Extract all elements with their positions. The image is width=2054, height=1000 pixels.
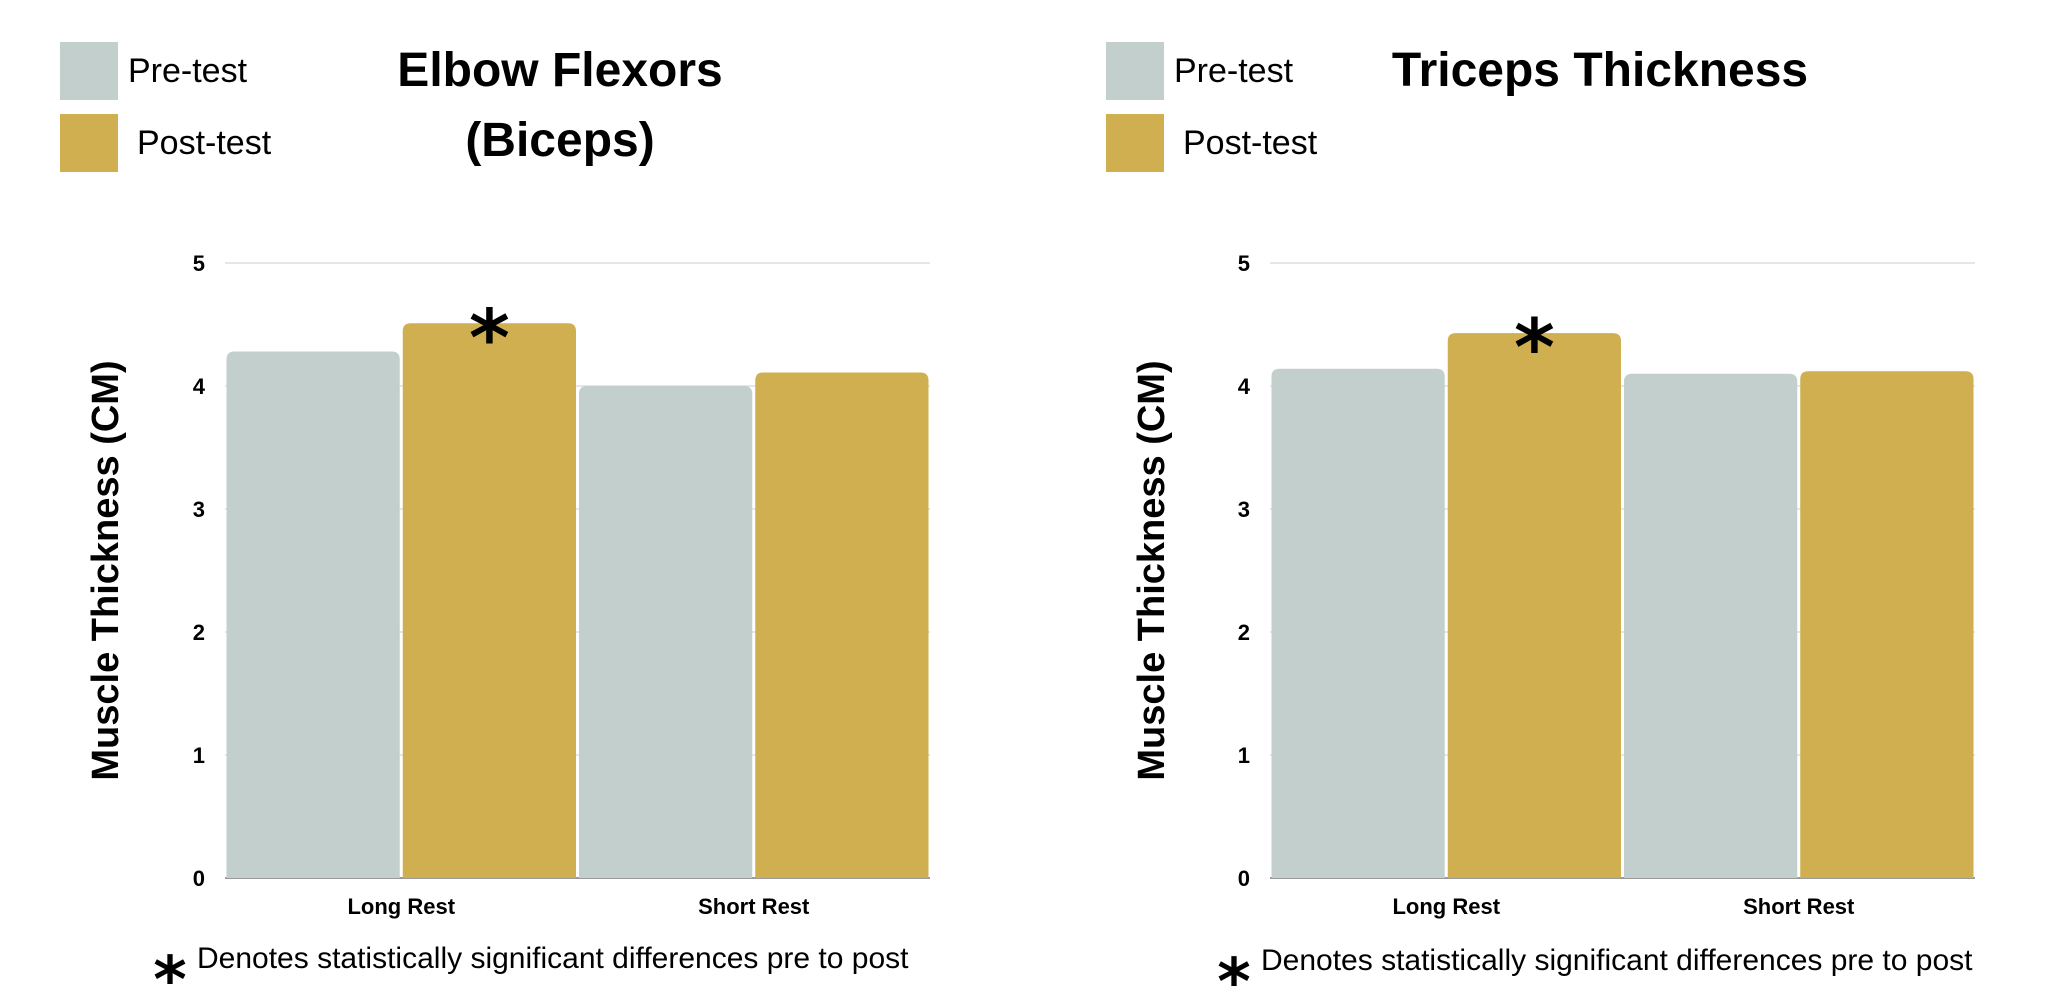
y-tick-label: 1 [193, 743, 205, 768]
bar-short-rest-pre-test [1624, 373, 1798, 878]
chart-panel-1: Pre-test Post-test Elbow Flexors (Biceps) 0 1… [60, 42, 930, 1000]
bar-short-rest-post-test [1800, 371, 1974, 878]
bar-long-rest-pre-test [226, 351, 400, 878]
footnote-text: Denotes statistically significant differ… [1261, 944, 1973, 977]
chart-panel-2: Pre-test Post-test Triceps Thickness 0 1 2 3 4 5… [1106, 42, 1975, 1000]
y-tick-label: 2 [193, 620, 205, 645]
y-tick-label: 0 [1238, 866, 1250, 891]
x-tick-label: Short Rest [1743, 894, 1855, 919]
significance-marker: * [1514, 304, 1555, 394]
y-tick-label: 0 [193, 866, 205, 891]
bar-long-rest-post-test [1447, 333, 1621, 878]
y-tick-label: 3 [1238, 497, 1250, 522]
y-tick-label: 4 [1238, 374, 1251, 399]
legend-label-1: Pre-test [1174, 52, 1294, 90]
y-tick-label: 5 [1238, 251, 1250, 276]
chart-title-line-1: Triceps Thickness [1392, 44, 1808, 97]
footnote-marker: * [153, 944, 186, 1000]
bar-long-rest-post-test [402, 323, 576, 878]
footnote-marker: * [1217, 946, 1250, 1000]
chart-title-line-2: (Biceps) [465, 114, 654, 167]
y-tick-label: 3 [193, 497, 205, 522]
y-axis-label: Muscle Thickness (CM) [85, 360, 127, 780]
legend-swatch-2 [60, 114, 118, 172]
footnote-text: Denotes statistically significant differ… [197, 942, 909, 975]
chart-title-line-1: Elbow Flexors [397, 44, 722, 97]
legend-label-1: Pre-test [128, 52, 248, 90]
x-tick-label: Short Rest [698, 894, 810, 919]
y-tick-label: 2 [1238, 620, 1250, 645]
y-tick-label: 1 [1238, 743, 1250, 768]
bar-short-rest-pre-test [579, 386, 753, 878]
x-tick-label: Long Rest [1392, 894, 1500, 919]
legend-label-2: Post-test [137, 124, 272, 162]
bar-long-rest-pre-test [1271, 368, 1445, 878]
legend-label-2: Post-test [1183, 124, 1318, 162]
y-axis-label: Muscle Thickness (CM) [1131, 360, 1173, 780]
x-tick-label: Long Rest [347, 894, 455, 919]
y-tick-label: 5 [193, 251, 205, 276]
bar-short-rest-post-test [755, 372, 929, 878]
legend-swatch-2 [1106, 114, 1164, 172]
significance-marker: * [469, 294, 510, 384]
legend-swatch-1 [1106, 42, 1164, 100]
legend-swatch-1 [60, 42, 118, 100]
y-tick-label: 4 [193, 374, 206, 399]
